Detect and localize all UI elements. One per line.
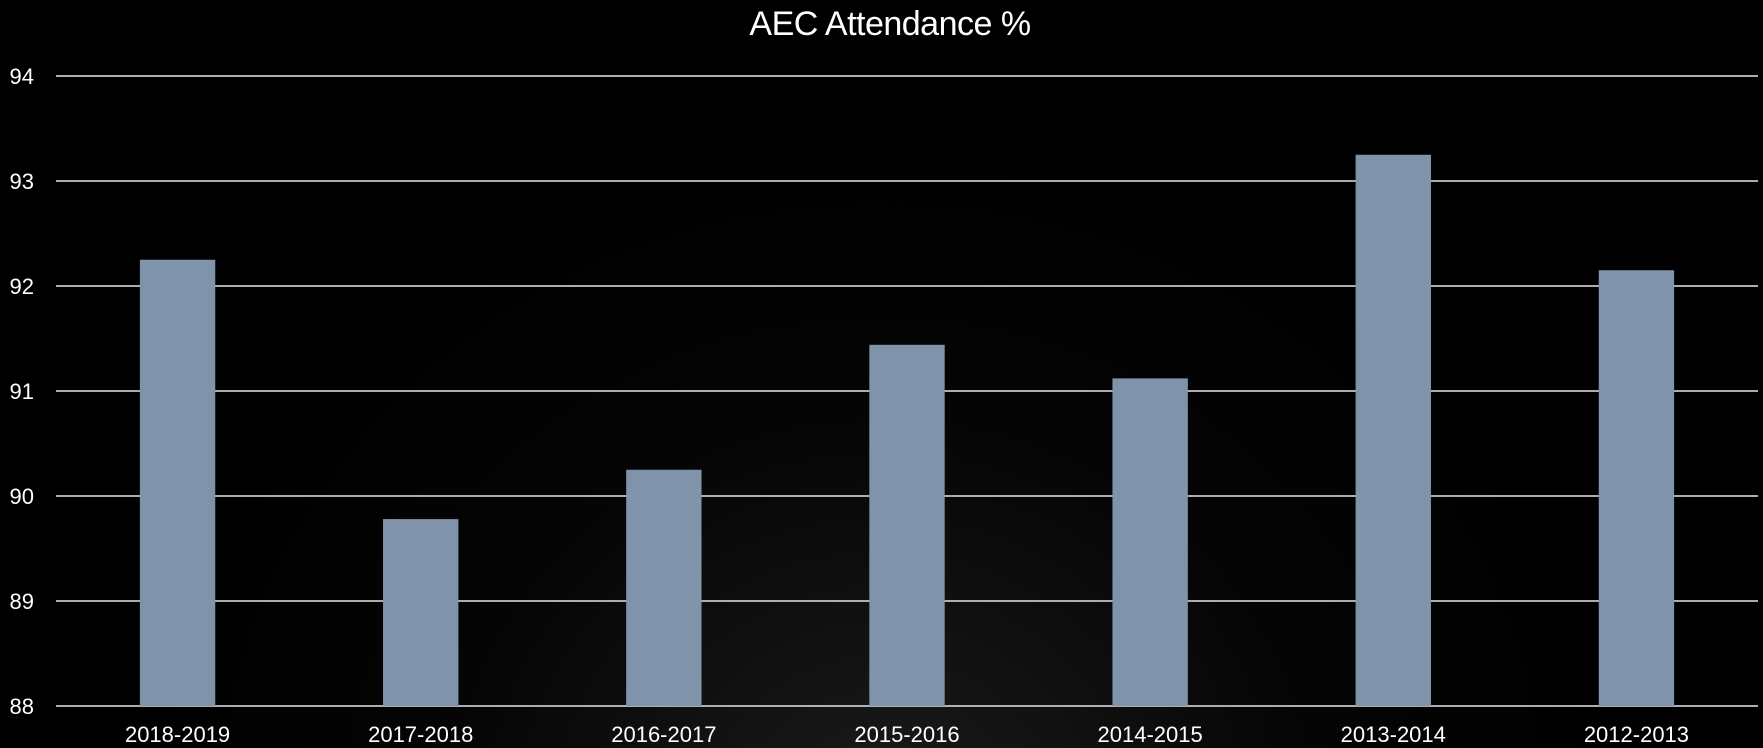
bar-2012-2013 bbox=[1598, 270, 1675, 706]
x-tick-label: 2016-2017 bbox=[611, 722, 716, 747]
bar-2017-2018 bbox=[383, 519, 459, 706]
bar-2018-2019 bbox=[139, 259, 216, 706]
bar-2013-2014 bbox=[1355, 154, 1431, 706]
x-tick-label: 2013-2014 bbox=[1341, 722, 1446, 747]
y-tick-label: 90 bbox=[10, 484, 34, 509]
x-tick-label: 2012-2013 bbox=[1584, 722, 1689, 747]
y-tick-label: 94 bbox=[10, 64, 34, 89]
bar-2015-2016 bbox=[869, 344, 945, 706]
bar-2016-2017 bbox=[626, 469, 702, 706]
y-tick-label: 88 bbox=[10, 694, 34, 719]
y-tick-label: 89 bbox=[10, 589, 34, 614]
x-tick-label: 2017-2018 bbox=[368, 722, 473, 747]
y-tick-label: 91 bbox=[10, 379, 34, 404]
bar-2014-2015 bbox=[1112, 378, 1188, 706]
x-tick-label: 2018-2019 bbox=[125, 722, 230, 747]
bars bbox=[139, 154, 1675, 706]
x-tick-label: 2014-2015 bbox=[1098, 722, 1203, 747]
x-tick-label: 2015-2016 bbox=[854, 722, 959, 747]
x-axis-tick-labels: 2018-2019 2017-2018 2016-2017 2015-2016 2014… bbox=[125, 722, 1689, 747]
y-tick-label: 92 bbox=[10, 274, 34, 299]
y-tick-label: 93 bbox=[10, 169, 34, 194]
chart-title: AEC Attendance % bbox=[749, 5, 1030, 43]
y-axis-tick-labels: 88 89 90 91 92 93 94 bbox=[10, 64, 34, 719]
